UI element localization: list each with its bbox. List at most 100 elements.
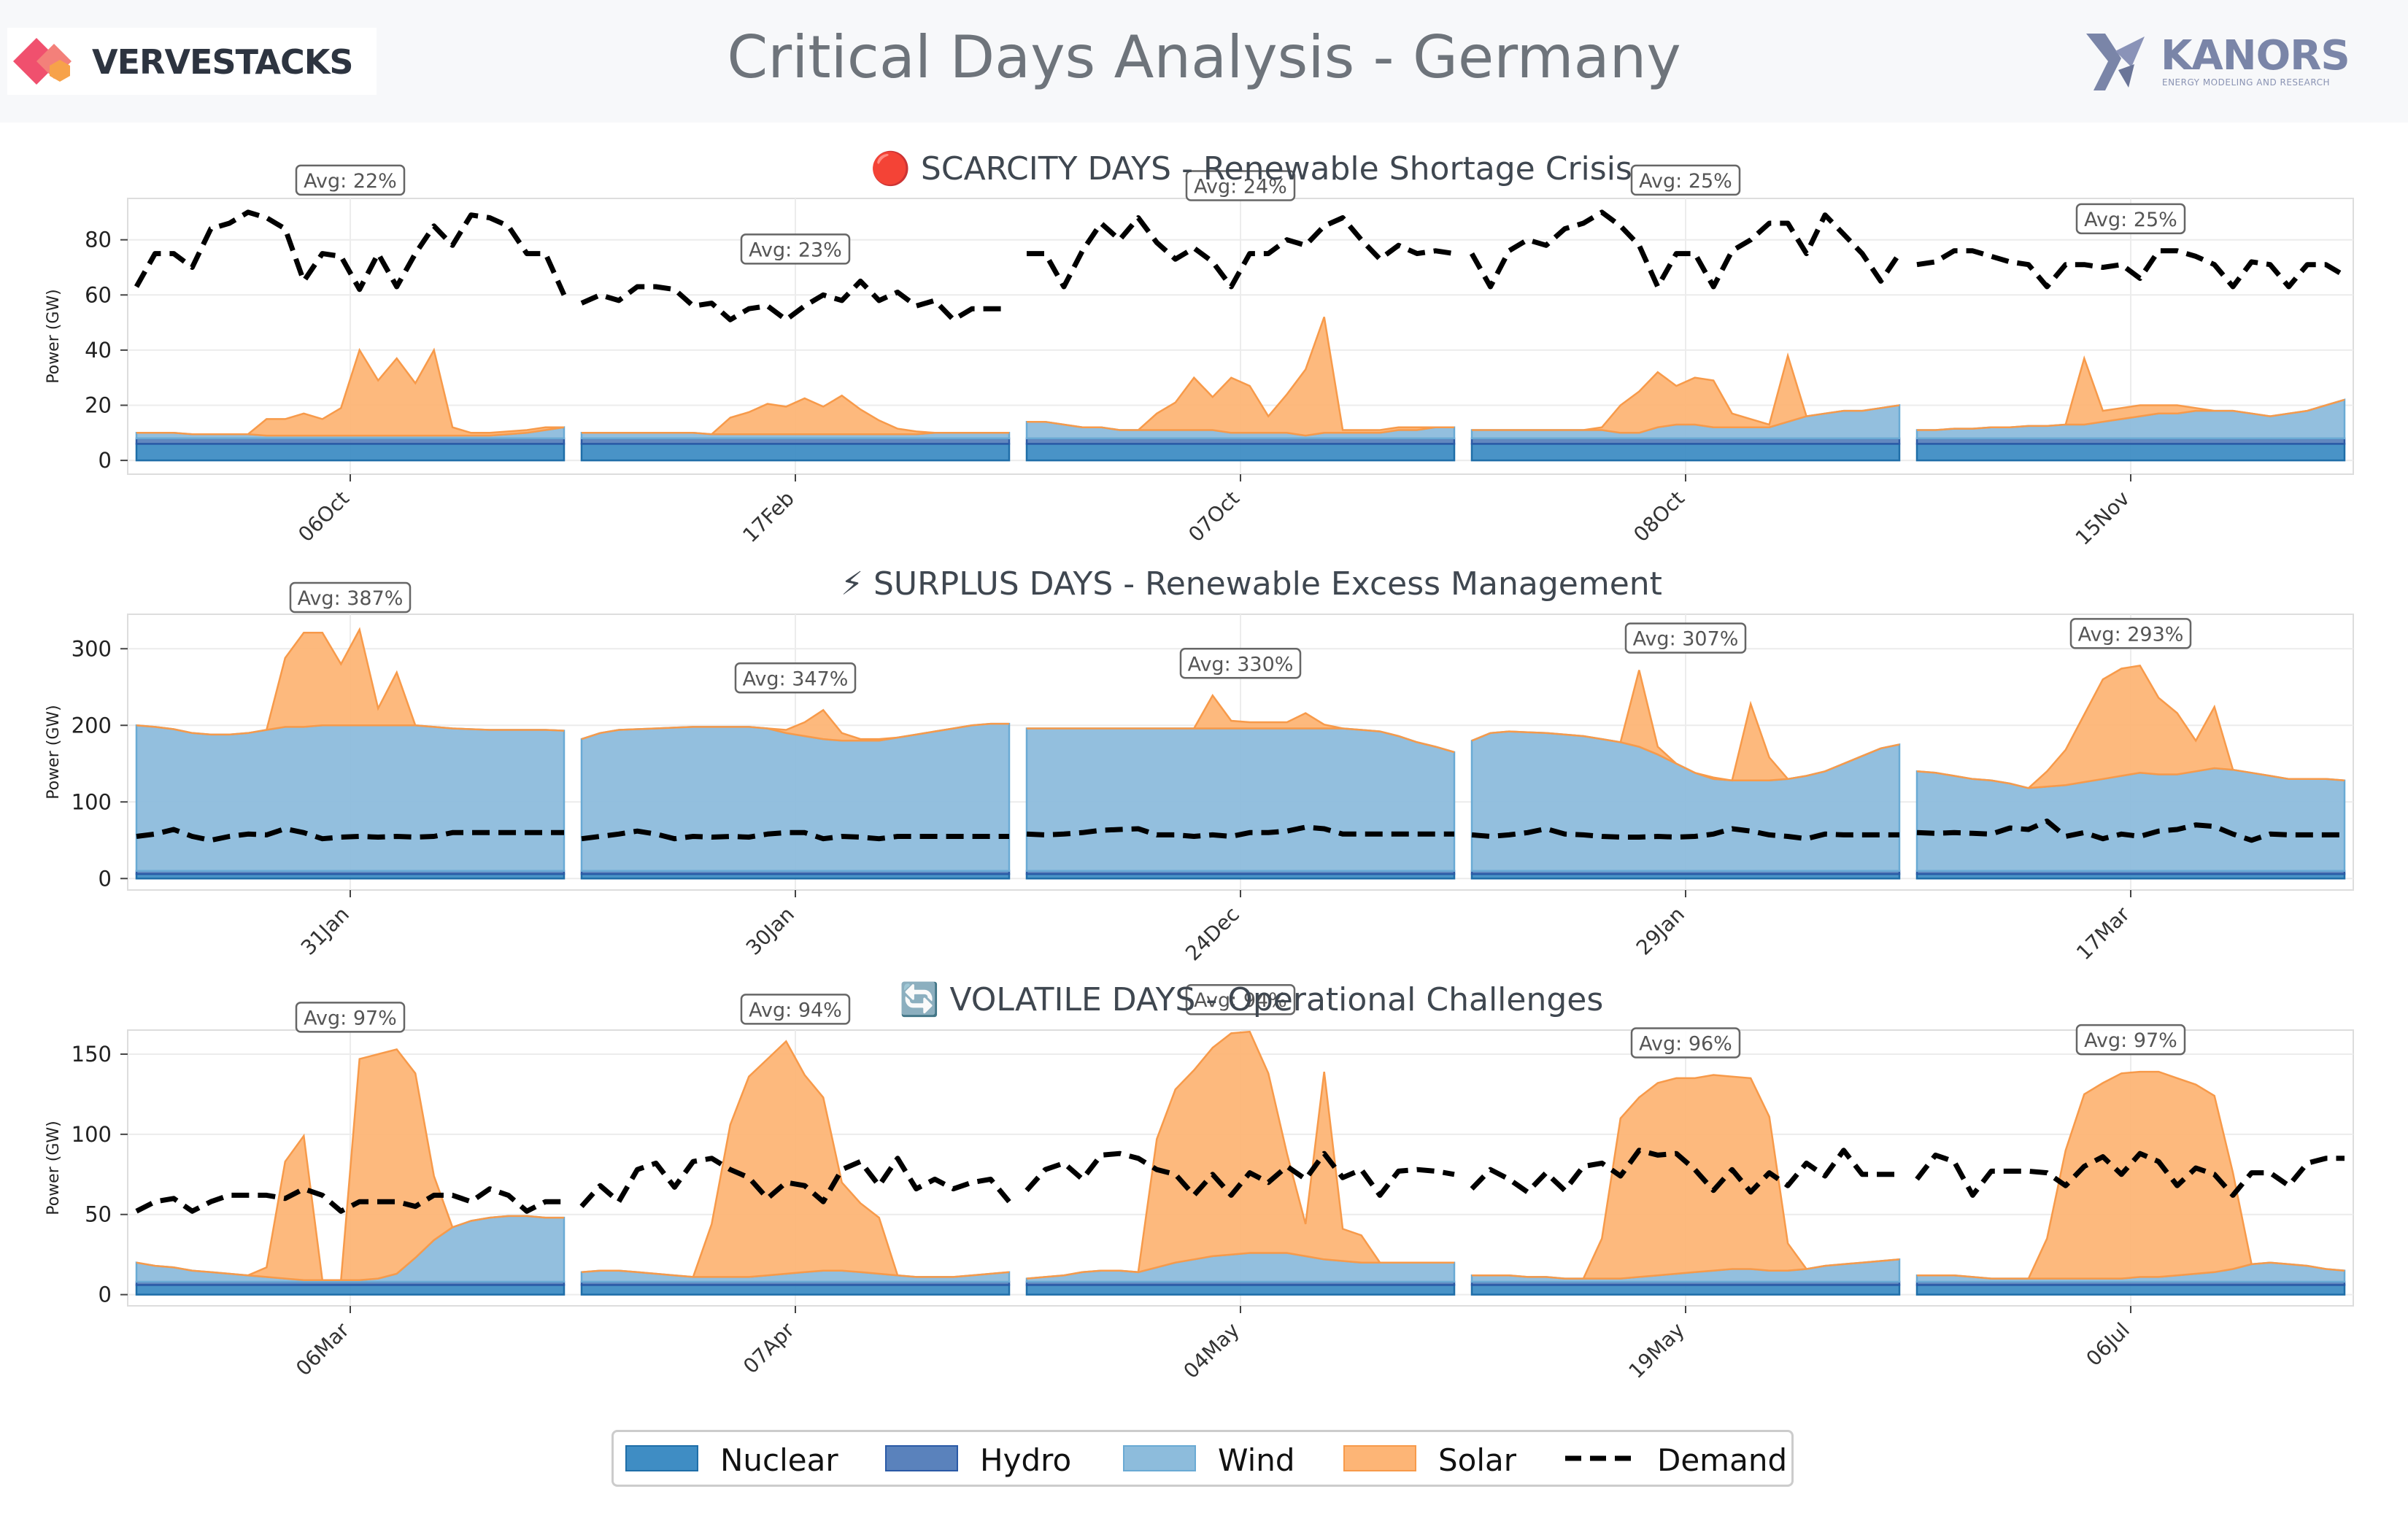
x-tick-label: 30Jan (741, 902, 799, 960)
page-title: Critical Days Analysis - Germany (727, 23, 1681, 91)
vervestacks-logo-text: VERVESTACKS (92, 42, 354, 82)
y-tick-label: 150 (72, 1042, 112, 1067)
area-solar (1471, 670, 1900, 782)
x-tick-label: 06Jul (2082, 1318, 2134, 1371)
avg-annotation-box (295, 164, 406, 196)
avg-annotation-box (740, 233, 851, 265)
panel-title: ⚡ SURPLUS DAYS - Renewable Excess Manage… (841, 565, 1662, 603)
x-tick-label: 31Jan (296, 902, 354, 960)
legend-swatch-wind (1123, 1445, 1196, 1471)
panel-title: 🔴 SCARCITY DAYS - Renewable Shortage Cri… (871, 150, 1632, 187)
x-tick-label: 15Nov (2071, 487, 2134, 550)
kanors-logo-icon (2086, 34, 2145, 90)
area-wind (135, 724, 566, 873)
x-tick-label: 04May (1178, 1318, 1243, 1383)
area-solar (136, 347, 565, 437)
area-solar (1917, 355, 2345, 431)
day-group-06Oct: Avg: 22% 06Oct (134, 164, 567, 547)
demand-line (1026, 824, 1454, 839)
day-group-04May: Avg: 94% 04May (1024, 983, 1456, 1383)
demand-line (1024, 1150, 1455, 1198)
vervestacks-logo: VERVESTACKS (7, 28, 377, 95)
avg-annotation: Avg: 330% (1188, 653, 1294, 676)
area-nuclear (580, 443, 1011, 462)
legend-label-solar: Solar (1438, 1442, 1517, 1478)
area-solar (581, 1040, 1010, 1278)
area-solar (1027, 317, 1454, 437)
y-axis-label: Power (GW) (45, 289, 63, 383)
demand-line (1915, 1150, 2345, 1198)
vervestacks-logo-icon (13, 38, 72, 85)
demand-line (135, 1186, 564, 1214)
avg-annotation-box (734, 662, 857, 694)
x-tick-label: 24Dec (1181, 902, 1244, 966)
avg-annotation: Avg: 25% (1639, 170, 1732, 193)
avg-annotation: Avg: 94% (749, 999, 842, 1021)
demand-line (134, 209, 567, 296)
avg-annotation-box (2069, 618, 2192, 649)
avg-annotation-box (1630, 164, 1741, 196)
demand-line (1469, 209, 1902, 290)
area-nuclear (1915, 1284, 2346, 1296)
avg-annotation: Avg: 94% (1194, 989, 1287, 1012)
day-group-29Jan: Avg: 307% 29Jan (1470, 614, 1901, 960)
demand-line (1916, 819, 2345, 843)
x-tick-label: 19May (1624, 1318, 1689, 1383)
legend-swatch-demand (1565, 1455, 1632, 1461)
area-solar (1472, 352, 1900, 434)
panel-title: 🔄 VOLATILE DAYS - Operational Challenges (900, 981, 1604, 1018)
legend-swatch-hydro (885, 1445, 958, 1471)
chart-legend: Nuclear Hydro Wind Solar Demand (611, 1430, 1794, 1487)
avg-annotation: Avg: 24% (1194, 175, 1287, 198)
avg-annotation-box (289, 581, 412, 614)
y-tick-label: 20 (85, 393, 112, 418)
avg-annotation: Avg: 307% (1633, 628, 1739, 651)
y-tick-label: 200 (72, 713, 112, 738)
demand-line (136, 826, 564, 843)
avg-annotation-box (1630, 1027, 1741, 1059)
legend-label-hydro: Hydro (980, 1442, 1072, 1478)
x-tick-label: 08Oct (1629, 487, 1689, 547)
x-tick-label: 06Mar (291, 1318, 354, 1380)
area-solar (1472, 1074, 1900, 1280)
area-nuclear (135, 1284, 566, 1296)
legend-label-nuclear: Nuclear (720, 1442, 838, 1478)
x-tick-label: 17Feb (738, 487, 799, 548)
y-tick-label: 60 (85, 282, 112, 307)
kanors-logo: KANORS ENERGY MODELING AND RESEARCH (2083, 29, 2353, 95)
legend-swatch-nuclear (625, 1445, 698, 1471)
x-tick-label: 17Mar (2072, 902, 2134, 964)
demand-line (579, 1156, 1011, 1209)
y-tick-label: 0 (99, 866, 112, 891)
y-tick-label: 0 (99, 1283, 112, 1307)
area-solar (1916, 665, 2345, 789)
panel-1: 0 20 40 60 80 Power (GW) Avg: 22% 06Oct Avg: 23%… (45, 150, 2354, 550)
avg-annotation-box (740, 994, 851, 1025)
y-tick-label: 40 (85, 338, 112, 363)
y-tick-label: 80 (85, 228, 112, 252)
avg-annotation-box (1185, 983, 1296, 1015)
legend-swatch-solar (1343, 1445, 1416, 1471)
avg-annotation: Avg: 22% (304, 170, 397, 193)
x-tick-label: 29Jan (1632, 902, 1689, 960)
y-tick-label: 50 (85, 1202, 112, 1227)
kanors-logo-subtitle: ENERGY MODELING AND RESEARCH (2162, 77, 2330, 88)
y-axis-label: Power (GW) (45, 705, 63, 799)
demand-line (1916, 248, 2346, 290)
x-tick-label: 06Oct (293, 487, 354, 547)
avg-annotation: Avg: 347% (743, 668, 849, 690)
y-tick-label: 100 (72, 1122, 112, 1147)
area-solar (136, 1048, 564, 1282)
y-axis-label: Power (GW) (45, 1121, 63, 1215)
area-solar (582, 394, 1009, 436)
area-nuclear (580, 1284, 1011, 1296)
area-wind (580, 722, 1011, 873)
area-wind (1025, 727, 1456, 873)
day-group-08Oct: Avg: 25% 08Oct (1469, 164, 1902, 547)
x-tick-label: 07Apr (738, 1318, 799, 1378)
avg-annotation: Avg: 97% (2084, 1029, 2177, 1052)
panel-3: 0 50 100 150 Power (GW) Avg: 97% 06Mar Avg: 94%… (45, 981, 2354, 1383)
y-tick-label: 0 (99, 448, 112, 473)
avg-annotation-box (2075, 1024, 2186, 1056)
